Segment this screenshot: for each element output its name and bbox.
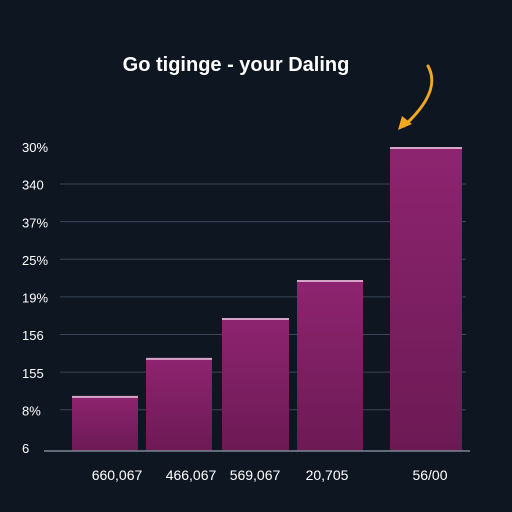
- y-tick-label: 156: [22, 328, 44, 343]
- x-tick-label: 20,705: [306, 467, 349, 483]
- y-tick-label: 37%: [22, 215, 48, 230]
- x-tick-label: 569,067: [230, 467, 281, 483]
- arrow-head: [398, 116, 412, 130]
- x-axis-ticks: 660,067 466,067 569,067 20,705 56/00: [92, 467, 448, 483]
- bar-top-highlight: [146, 357, 212, 360]
- curved-arrow-icon: [402, 64, 434, 128]
- chart-title: Go tiginge - your Daling: [123, 54, 350, 76]
- bar: [390, 147, 462, 451]
- y-tick-label: 6: [22, 441, 29, 456]
- y-tick-label: 340: [22, 178, 44, 193]
- x-tick-label: 466,067: [166, 467, 217, 483]
- bars: [72, 147, 462, 451]
- bar: [72, 395, 138, 451]
- y-tick-label: 8%: [22, 403, 41, 418]
- bar: [146, 357, 212, 451]
- y-tick-label: 30%: [22, 140, 48, 155]
- bar: [222, 318, 289, 451]
- x-tick-label: 56/00: [412, 467, 447, 483]
- bar-top-highlight: [72, 395, 138, 398]
- bar-top-highlight: [297, 280, 363, 282]
- y-tick-label: 25%: [22, 253, 48, 268]
- y-tick-label: 19%: [22, 291, 48, 306]
- x-tick-label: 660,067: [92, 467, 143, 483]
- y-tick-label: 155: [22, 366, 44, 381]
- bar-top-highlight: [222, 318, 289, 320]
- bar: [297, 280, 363, 451]
- y-axis-ticks: 30% 340 37% 25% 19% 156 155 8% 6: [22, 140, 48, 456]
- bar-top-highlight: [390, 147, 462, 149]
